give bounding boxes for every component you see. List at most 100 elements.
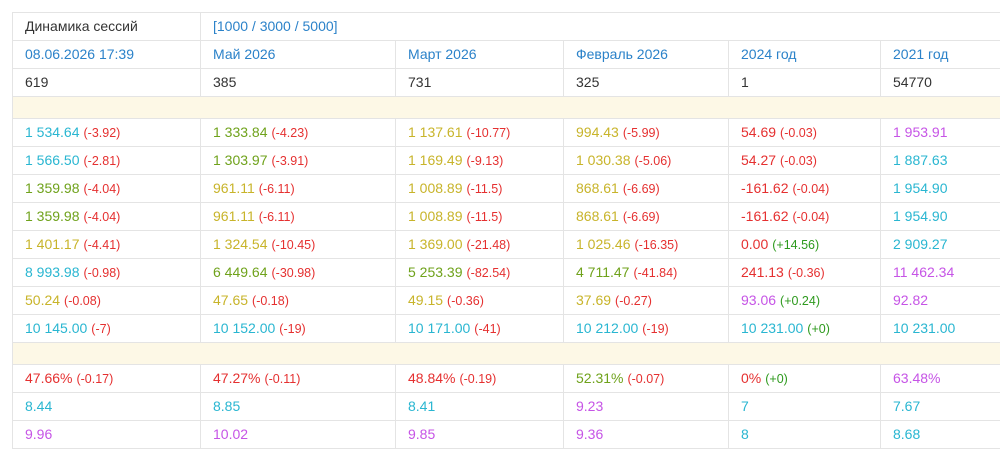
column-link[interactable]: Февраль 2026 [564,41,729,68]
cell: 8 [729,421,881,448]
value: 0.00 [741,236,769,252]
value: 1 954.90 [893,208,948,224]
cell: 1 030.38 (-5.06) [564,147,729,174]
value: 1 008.89 [408,208,463,224]
value: 1 169.49 [408,152,463,168]
value: 10.02 [213,426,249,442]
cell: 961.11 (-6.11) [201,203,396,230]
change: (+0) [765,372,788,386]
change: (-0.19) [459,372,497,386]
change: (-0.08) [64,294,101,308]
cell: 11 462.34 [881,259,1000,286]
change: (-6.11) [258,182,295,196]
data-row: 1 401.17 (-4.41) 1 324.54 (-10.45) 1 369.00(… [13,231,1000,259]
value: 47.65 [213,292,249,308]
value: 1 008.89 [408,180,463,196]
change: (-0.03) [780,154,817,168]
change: (-3.92) [83,126,121,140]
change: (-0.04) [792,182,830,196]
cell: 1 953.91 [881,119,1000,146]
value: 63.48% [893,370,941,386]
section-separator [13,97,1000,119]
cell: 1 303.97 (-3.91) [201,147,396,174]
value: 994.43 [576,124,619,140]
cell: 1 169.49 (-9.13) [396,147,564,174]
value: 2 909.27 [893,236,948,252]
value: 961.11 [213,208,255,224]
cell: 10 212.00 (-19) [564,315,729,342]
cell: 2 909.27 [881,231,1000,258]
session-count: 1 [729,69,881,96]
cell: 868.61 (-6.69) [564,175,729,202]
value: 54.27 [741,152,777,168]
cell: 10 171.00 (-41) [396,315,564,342]
column-link[interactable]: Март 2026 [396,41,564,68]
session-count: 325 [564,69,729,96]
value: 10 152.00 [213,320,276,336]
value: 1 025.46 [576,236,631,252]
change: (-0.03) [780,126,817,140]
cell: 9.23 [564,393,729,420]
change: (-6.69) [622,210,660,224]
value: 1 534.64 [25,124,80,140]
value: 1 359.98 [25,180,80,196]
cell: 9.96 [13,421,201,448]
change: (-0.11) [264,372,301,386]
cell: 10 231.00 (+0) [729,315,881,342]
cell: 8.41 [396,393,564,420]
change: (-41) [474,322,501,336]
column-link[interactable]: 2024 год [729,41,881,68]
cell: 241.13 (-0.36) [729,259,881,286]
cell: 5 253.39 (-82.54) [396,259,564,286]
cell: 1 359.98 (-4.04) [13,203,201,230]
change: (-10.45) [271,238,316,252]
data-row: 8.44 8.85 8.41 9.23 7 7.67 [13,393,1000,421]
value: 52.31% [576,370,624,386]
data-row: 1 534.64 (-3.92) 1 333.84 (-4.23) 1 137.61 (-… [13,119,1000,147]
cell: 9.36 [564,421,729,448]
cell: 10 145.00 (-7) [13,315,201,342]
value: 8.44 [25,398,53,414]
header-row: Динамика сессий [1000 / 3000 / 5000] [13,13,1000,41]
change: (-41.84) [633,266,678,280]
cell: 1 333.84 (-4.23) [201,119,396,146]
cell: 8.68 [881,421,1000,448]
value: 868.61 [576,208,619,224]
session-table: Динамика сессий [1000 / 3000 / 5000] 08.… [12,12,1000,449]
cell: 8.85 [201,393,396,420]
value: 961.11 [213,180,255,196]
change: (+0) [807,322,830,336]
cell: 1 534.64 (-3.92) [13,119,201,146]
change: (-2.81) [83,154,121,168]
value: 54.69 [741,124,777,140]
change: (-0.36) [447,294,484,308]
change: (-4.04) [83,182,121,196]
column-link[interactable]: 2021 год [893,46,949,62]
value: 9.85 [408,426,436,442]
cell: 8.44 [13,393,201,420]
value: 1 566.50 [25,152,80,168]
section-separator [13,343,1000,365]
cell: 1 324.54 (-10.45) [201,231,396,258]
value: -161.62 [741,180,789,196]
value: 1 953.91 [893,124,948,140]
cell: 7 [729,393,881,420]
value: 1 887.63 [893,152,948,168]
cell: -161.62 (-0.04) [729,203,881,230]
data-row: 1 566.50 (-2.81) 1 303.97 (-3.91) 1 169.49 (-… [13,147,1000,175]
limits-link[interactable]: [1000 / 3000 / 5000] [213,18,338,34]
cell: 0.00 (+14.56) [729,231,881,258]
change: (-0.98) [83,266,121,280]
cell: 0% (+0) [729,365,881,392]
data-row: 50.24 (-0.08) 47.65 (-0.18) 49.15 (-0.36) 37.6… [13,287,1000,315]
column-link[interactable]: Май 2026 [201,41,396,68]
cell: 1 025.46 (-16.35) [564,231,729,258]
value: -161.62 [741,208,789,224]
cell: 9.85 [396,421,564,448]
session-count: 619 [13,69,201,96]
change: (-10.77) [466,126,511,140]
cell: 10 231.00 [881,315,1000,342]
column-link[interactable]: 08.06.2026 17:39 [13,41,201,68]
change: (-0.07) [627,372,665,386]
cell: 92.82 [881,287,1000,314]
